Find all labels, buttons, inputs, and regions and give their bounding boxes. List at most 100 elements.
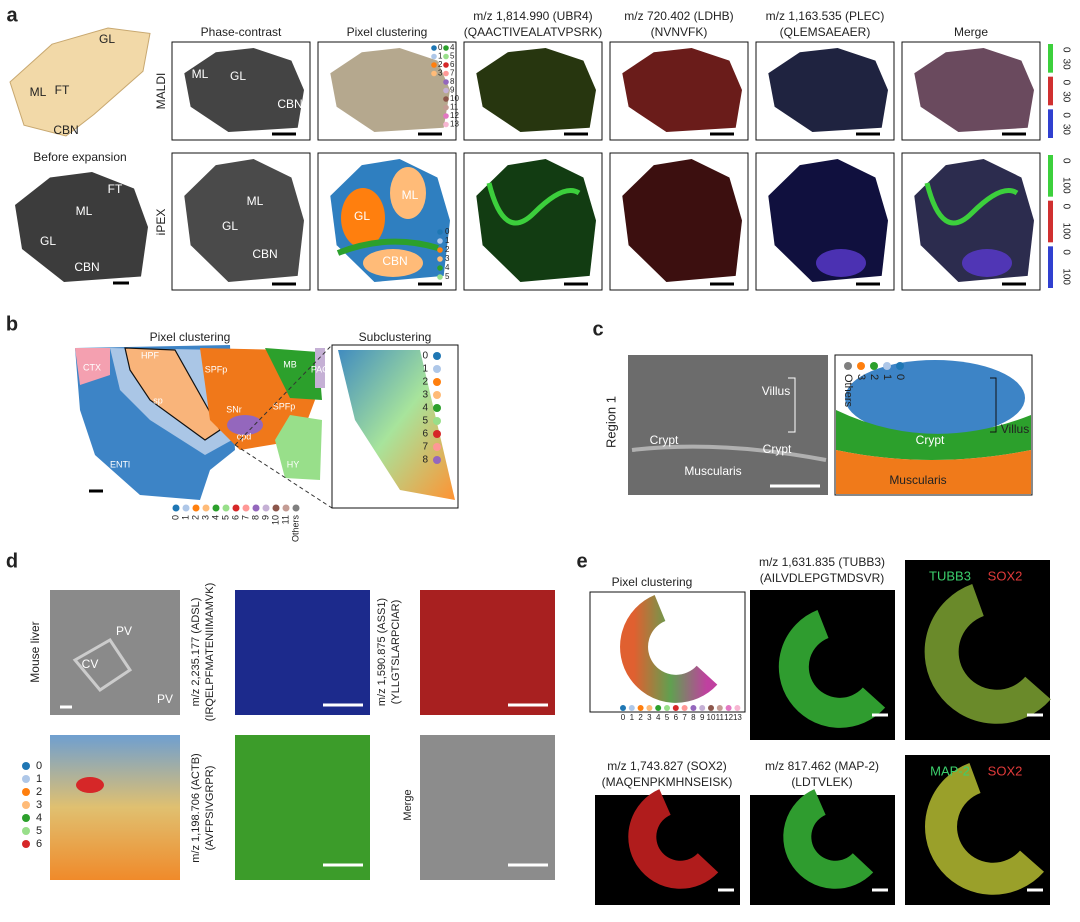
signal (486, 182, 581, 226)
legend-label: 10 (450, 94, 459, 103)
panel-label: b (6, 313, 18, 335)
signal (778, 610, 886, 728)
row-label: Mouse liver (28, 621, 42, 682)
legend-label: 0 (894, 374, 906, 380)
legend-label: 5 (445, 272, 450, 281)
region-label: ML (30, 85, 47, 99)
region (315, 348, 325, 388)
legend-swatch (437, 247, 443, 253)
tissue (622, 159, 742, 282)
legend-swatch (433, 443, 441, 451)
legend-label: 5 (450, 52, 455, 61)
legend-label: 6 (674, 713, 679, 722)
colorbar-label: 0 (1060, 47, 1071, 53)
region-label: GL (354, 209, 370, 223)
legend-swatch (443, 45, 449, 51)
tissue (184, 159, 304, 282)
colorbar-label: 0 (1060, 249, 1071, 255)
region-label: CBN (277, 97, 302, 111)
legend-label: 5 (36, 825, 42, 837)
legend-label: 4 (210, 515, 220, 520)
column-subtitle: (QLEMSAEAER) (780, 25, 871, 39)
region-label: cpd (237, 431, 252, 441)
legend-label: 4 (656, 713, 661, 722)
panel-label: a (6, 4, 18, 26)
legend-swatch (443, 70, 449, 77)
legend-label: 0 (445, 227, 450, 236)
row-label: iPEX (154, 209, 168, 236)
tissue (476, 48, 596, 132)
panel-label: c (592, 318, 603, 340)
region-label: PV (116, 624, 132, 638)
legend-swatch (433, 352, 441, 360)
legend-label: 7 (240, 515, 250, 520)
legend-swatch (699, 705, 706, 711)
column-subtitle: (NVNVFK) (651, 25, 708, 39)
region-label: FT (55, 83, 70, 97)
colorbar-label: 100 (1060, 223, 1071, 240)
legend-label: 7 (422, 442, 428, 453)
region-label: CTX (83, 362, 101, 372)
image-subtitle: (AVFPSIVGRPR) (204, 766, 216, 851)
legend-swatch (433, 378, 441, 386)
colorbar-label: 0 (1060, 80, 1071, 86)
region-label: sp (153, 395, 163, 405)
colorbar-label: 0 (1060, 158, 1071, 164)
image-subtitle: (AILVDLEPGTMDSVR) (760, 571, 884, 585)
image-title: m/z 1,631.835 (TUBB3) (759, 555, 885, 569)
tissue (914, 48, 1034, 132)
legend-swatch (620, 705, 626, 711)
legend-label: 8 (422, 455, 428, 466)
legend-label: 5 (665, 713, 670, 722)
tissue (184, 48, 304, 132)
channel-label: MAP-2 (930, 763, 970, 778)
image-title: Pixel clustering (612, 575, 693, 589)
region-label: SPFp (273, 401, 296, 411)
legend-swatch (272, 504, 280, 512)
legend-label: 9 (260, 515, 270, 520)
texture (631, 444, 827, 462)
region-label: Crypt (763, 442, 792, 456)
cluster-region (341, 188, 385, 248)
column-title: Pixel clustering (347, 25, 428, 39)
region-label: HY (287, 459, 300, 469)
cluster-crescent (620, 595, 718, 703)
legend-swatch (22, 827, 30, 835)
cluster-region (836, 450, 1031, 494)
region-label: FT (108, 182, 123, 196)
legend-swatch (443, 79, 449, 85)
colorbar (1048, 44, 1053, 73)
legend-swatch (292, 504, 300, 512)
legend-swatch (22, 814, 30, 822)
image (50, 590, 180, 715)
zoom-line (234, 344, 333, 446)
column-title: m/z 1,163.535 (PLEC) (766, 9, 885, 23)
legend-swatch (637, 705, 644, 711)
region-label: SNr (226, 404, 242, 414)
legend-swatch (433, 417, 441, 425)
colorbar-label: 100 (1060, 177, 1071, 194)
legend-swatch (646, 705, 653, 711)
legend-swatch (437, 229, 443, 235)
legend-swatch (252, 504, 260, 512)
colorbar (1048, 246, 1053, 288)
legend-label: 10 (270, 515, 280, 525)
region-label: Muscularis (684, 464, 741, 478)
region-label: ML (192, 67, 209, 81)
image (420, 735, 555, 880)
image-subtitle: (MAQENPKMHNSEISK) (602, 775, 733, 789)
image-title: m/z 2,235.177 (ADSL) (190, 598, 202, 707)
colorbar-label: 30 (1060, 59, 1071, 71)
region-label: MB (283, 359, 297, 369)
colorbar-label: 30 (1060, 124, 1071, 136)
region-label: GL (99, 32, 115, 46)
image-title: m/z 817.462 (MAP-2) (765, 759, 879, 773)
region (265, 348, 322, 400)
panel-label: e (576, 550, 587, 572)
legend-swatch (433, 456, 441, 464)
legend-label: 5 (220, 515, 230, 520)
legend-label: 0 (36, 760, 42, 772)
image-title: Merge (402, 789, 414, 820)
legend-swatch (433, 365, 441, 373)
